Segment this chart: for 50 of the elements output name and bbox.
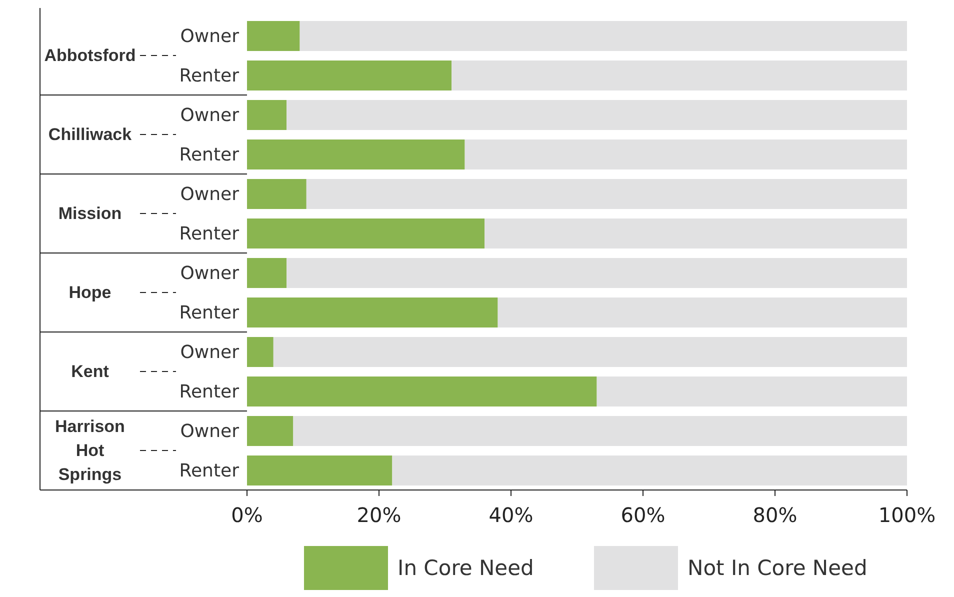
- y-tick-label: Renter: [179, 144, 240, 166]
- bar: [464, 140, 907, 170]
- x-tick-label: 60%: [620, 503, 666, 528]
- bar: [247, 21, 300, 51]
- y-tick-label: Renter: [179, 66, 240, 87]
- legend-label: In Core Need: [398, 556, 534, 580]
- bar: [247, 218, 485, 248]
- bar: [273, 337, 907, 367]
- x-tick-label: 40%: [488, 503, 534, 528]
- text: Harrison Hot Springs: [54, 416, 126, 486]
- bar: [247, 179, 306, 209]
- y-tick-label: Owner: [180, 105, 240, 126]
- bar: [306, 179, 907, 209]
- text: Hope: [68, 282, 112, 304]
- bar: [247, 376, 597, 406]
- text: Kent: [70, 360, 110, 382]
- y-tick-label: Renter: [179, 382, 240, 403]
- y-tick-label: Owner: [180, 421, 240, 442]
- legend-label: Not In Core Need: [688, 556, 868, 580]
- bar: [596, 376, 907, 406]
- y-tick-label: Owner: [180, 26, 240, 48]
- bar: [247, 416, 294, 446]
- x-tick-label: 80%: [752, 503, 798, 528]
- bar: [247, 456, 392, 486]
- bar: [498, 298, 907, 328]
- y-tick-label: Owner: [180, 342, 240, 364]
- bar: [300, 21, 907, 51]
- bar: [247, 140, 465, 170]
- bar: [247, 298, 498, 328]
- y-tick-label: Renter: [179, 302, 240, 324]
- bar: [392, 456, 907, 486]
- bar: [452, 60, 907, 90]
- bar: [247, 337, 274, 367]
- text: Abbotsford: [44, 44, 136, 66]
- bar: [286, 100, 907, 130]
- y-tick-label: Renter: [179, 224, 240, 245]
- x-tick-label: 20%: [356, 503, 402, 528]
- text: Chilliwack: [47, 124, 133, 146]
- bar: [293, 416, 907, 446]
- x-tick-label: 100%: [878, 503, 936, 528]
- bar: [247, 100, 287, 130]
- y-tick-label: Owner: [180, 184, 240, 206]
- x-tick-label: 0%: [231, 503, 263, 528]
- text: Mission: [57, 202, 123, 224]
- y-tick-label: Owner: [180, 263, 240, 284]
- bar: [484, 218, 907, 248]
- bar: [247, 258, 287, 288]
- y-tick-label: Renter: [179, 460, 240, 482]
- bar: [286, 258, 907, 288]
- bar: [247, 60, 452, 90]
